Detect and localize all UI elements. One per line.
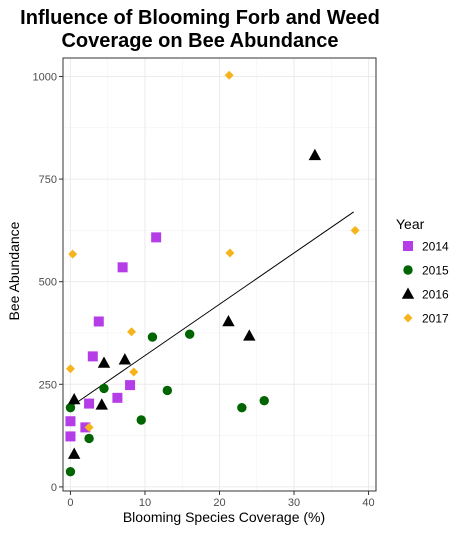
point-2014 bbox=[117, 262, 128, 273]
data-points bbox=[65, 70, 360, 477]
point-2015 bbox=[237, 402, 247, 413]
point-2015 bbox=[84, 433, 94, 444]
point-2015 bbox=[259, 396, 269, 406]
point-2014 bbox=[87, 351, 98, 362]
point-2016 bbox=[67, 392, 81, 405]
legend-key-2017 bbox=[403, 313, 413, 323]
point-2014 bbox=[65, 416, 76, 427]
point-2014 bbox=[151, 232, 162, 243]
legend-key-2014 bbox=[403, 241, 413, 251]
point-2016 bbox=[222, 314, 235, 327]
x-tick-label: 40 bbox=[362, 497, 374, 509]
point-2014 bbox=[125, 380, 136, 391]
point-2017 bbox=[127, 327, 137, 337]
point-2015 bbox=[99, 383, 109, 394]
point-2017 bbox=[350, 225, 360, 235]
x-tick-label: 20 bbox=[213, 497, 225, 509]
point-2016 bbox=[308, 148, 322, 161]
point-2017 bbox=[225, 248, 235, 258]
y-tick-label: 0 bbox=[51, 482, 57, 494]
y-tick-label: 750 bbox=[39, 174, 57, 186]
legend-label-2016: 2016 bbox=[422, 288, 449, 302]
x-tick-label: 10 bbox=[139, 497, 151, 509]
point-2014 bbox=[93, 316, 104, 327]
legend-key-2015 bbox=[403, 265, 413, 275]
point-2014 bbox=[84, 398, 95, 409]
trend-line-group bbox=[70, 211, 354, 408]
point-2017 bbox=[68, 249, 78, 259]
point-2016 bbox=[95, 398, 108, 410]
point-2015 bbox=[65, 467, 76, 477]
point-2016 bbox=[118, 353, 132, 365]
point-2015 bbox=[162, 385, 173, 396]
point-2017 bbox=[129, 367, 139, 377]
legend-key-2016 bbox=[401, 287, 415, 299]
x-axis-title: Blooming Species Coverage (%) bbox=[123, 509, 325, 525]
legend: Year 2014 2015 2016 2017 bbox=[396, 216, 449, 326]
axes: 0 10 20 30 40 0 250 500 750 1000 bbox=[33, 71, 375, 509]
chart-title-line-2: Coverage on Bee Abundance bbox=[61, 30, 338, 52]
legend-label-2015: 2015 bbox=[422, 264, 449, 278]
x-tick-label: 30 bbox=[288, 497, 300, 509]
point-2017 bbox=[224, 70, 234, 80]
point-2017 bbox=[65, 364, 75, 374]
y-tick-label: 500 bbox=[39, 277, 57, 289]
y-tick-label: 250 bbox=[39, 379, 57, 391]
point-2014 bbox=[112, 392, 123, 403]
point-2014 bbox=[65, 431, 76, 442]
point-2015 bbox=[147, 332, 158, 342]
point-2015 bbox=[184, 329, 195, 339]
y-tick-label: 1000 bbox=[33, 71, 57, 83]
chart-title-line-1: Influence of Blooming Forb and Weed bbox=[20, 7, 380, 29]
point-2017 bbox=[84, 422, 94, 432]
point-2016 bbox=[97, 356, 111, 368]
point-2015 bbox=[65, 402, 76, 413]
point-2015 bbox=[136, 415, 146, 425]
legend-label-2017: 2017 bbox=[422, 312, 449, 326]
point-2016 bbox=[243, 329, 256, 341]
legend-label-2014: 2014 bbox=[422, 240, 449, 254]
trend-line bbox=[70, 211, 354, 408]
legend-title: Year bbox=[396, 216, 425, 232]
y-axis-title: Bee Abundance bbox=[6, 221, 22, 320]
x-tick-label: 0 bbox=[67, 497, 73, 509]
grid bbox=[63, 58, 376, 491]
point-2016 bbox=[67, 447, 81, 459]
